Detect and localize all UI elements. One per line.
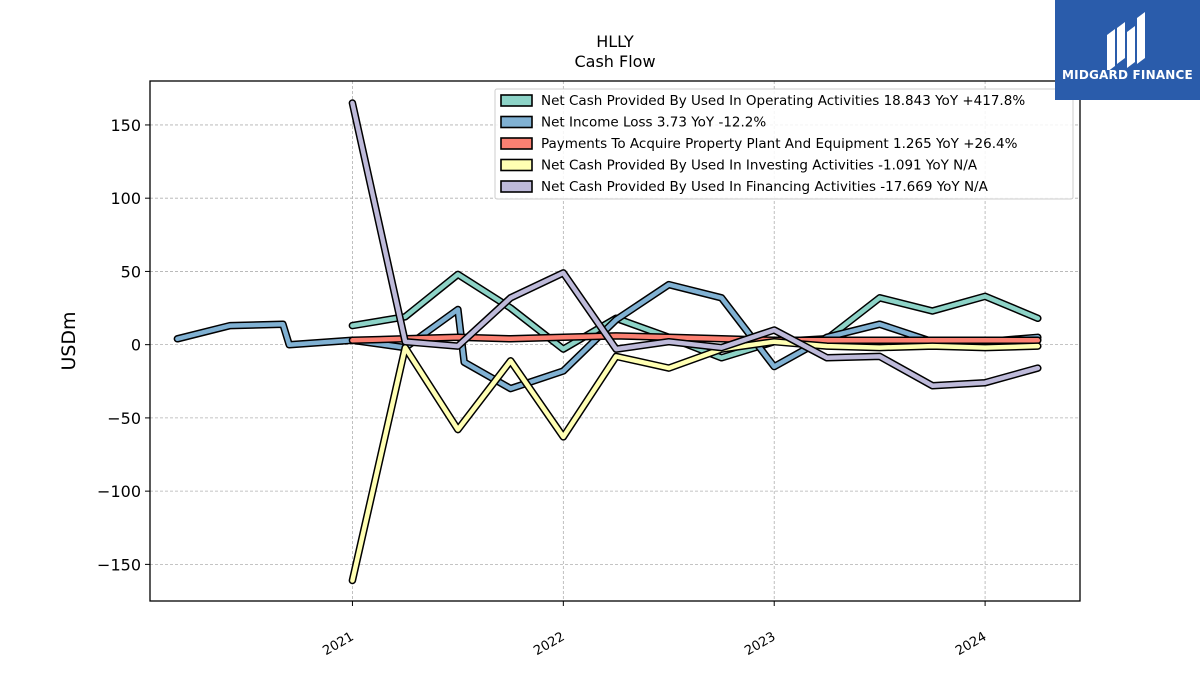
brand-name: MIDGARD FINANCE [1062,68,1193,82]
legend-swatch [500,94,533,107]
plot-frame [149,80,1081,602]
legend-swatch [500,115,533,129]
legend-label: Net Cash Provided By Used In Financing A… [541,179,989,195]
legend-label: Payments To Acquire Property Plant And E… [541,136,1018,152]
legend-swatch [500,158,533,172]
y-tick-label: −50 [107,409,141,428]
legend-box [494,88,1074,200]
x-tick-label: 2021 [320,629,356,659]
y-axis-label: USDm [58,311,80,370]
legend-swatch [500,137,533,150]
series-lines [173,99,1042,585]
x-tick-label: 2022 [531,629,567,659]
legend-label: Net Cash Provided By Used In Operating A… [541,93,1025,109]
series-line [175,282,1041,391]
legend: Net Cash Provided By Used In Operating A… [494,88,1074,200]
chart-title: HLLY [596,32,634,51]
brand-mark-icon [1107,12,1145,70]
x-tick-label: 2024 [953,629,989,659]
x-tick-label: 2023 [742,629,778,659]
y-tick-label: 100 [110,189,141,208]
y-tick-label: 50 [121,262,141,281]
legend-label: Net Income Loss 3.73 YoY -12.2% [541,115,766,131]
y-tick-label: 0 [131,336,141,355]
y-tick-label: 150 [110,116,141,135]
legend-label: Net Cash Provided By Used In Investing A… [541,158,978,174]
y-tick-label: −150 [97,555,141,574]
brand-logo: MIDGARD FINANCE [1055,0,1200,100]
legend-swatch [500,180,533,193]
series-outline [348,337,1042,585]
y-tick-label: −100 [97,482,141,501]
chart-subtitle: Cash Flow [574,52,656,71]
series-line [350,100,1041,388]
series-line [350,339,1041,583]
